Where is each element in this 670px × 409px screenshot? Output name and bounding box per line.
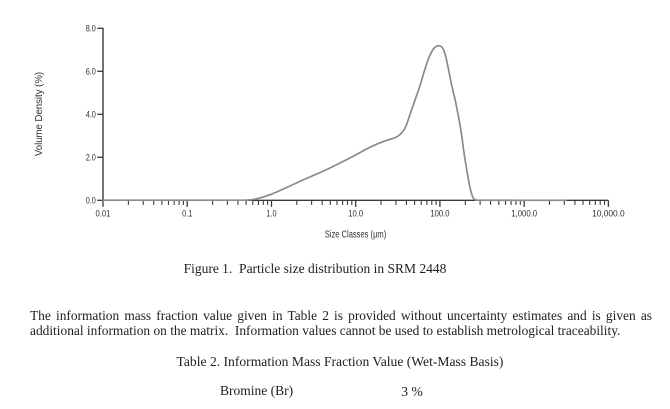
svg-text:4.0: 4.0 [86,110,96,120]
svg-text:10.0: 10.0 [348,208,363,218]
svg-text:6.0: 6.0 [86,67,96,77]
svg-text:1,000.0: 1,000.0 [511,208,537,218]
svg-text:100.0: 100.0 [430,208,449,218]
svg-text:8.0: 8.0 [86,24,96,34]
svg-text:Volume Density (%): Volume Density (%) [34,72,45,156]
svg-text:0.0: 0.0 [86,196,96,206]
svg-text:Size Classes (µm): Size Classes (µm) [325,230,387,241]
svg-text:0.1: 0.1 [182,208,192,218]
svg-text:10,000.0: 10,000.0 [592,208,625,218]
svg-text:2.0: 2.0 [86,153,96,163]
svg-text:1.0: 1.0 [266,208,276,218]
svg-text:0.01: 0.01 [96,208,111,218]
